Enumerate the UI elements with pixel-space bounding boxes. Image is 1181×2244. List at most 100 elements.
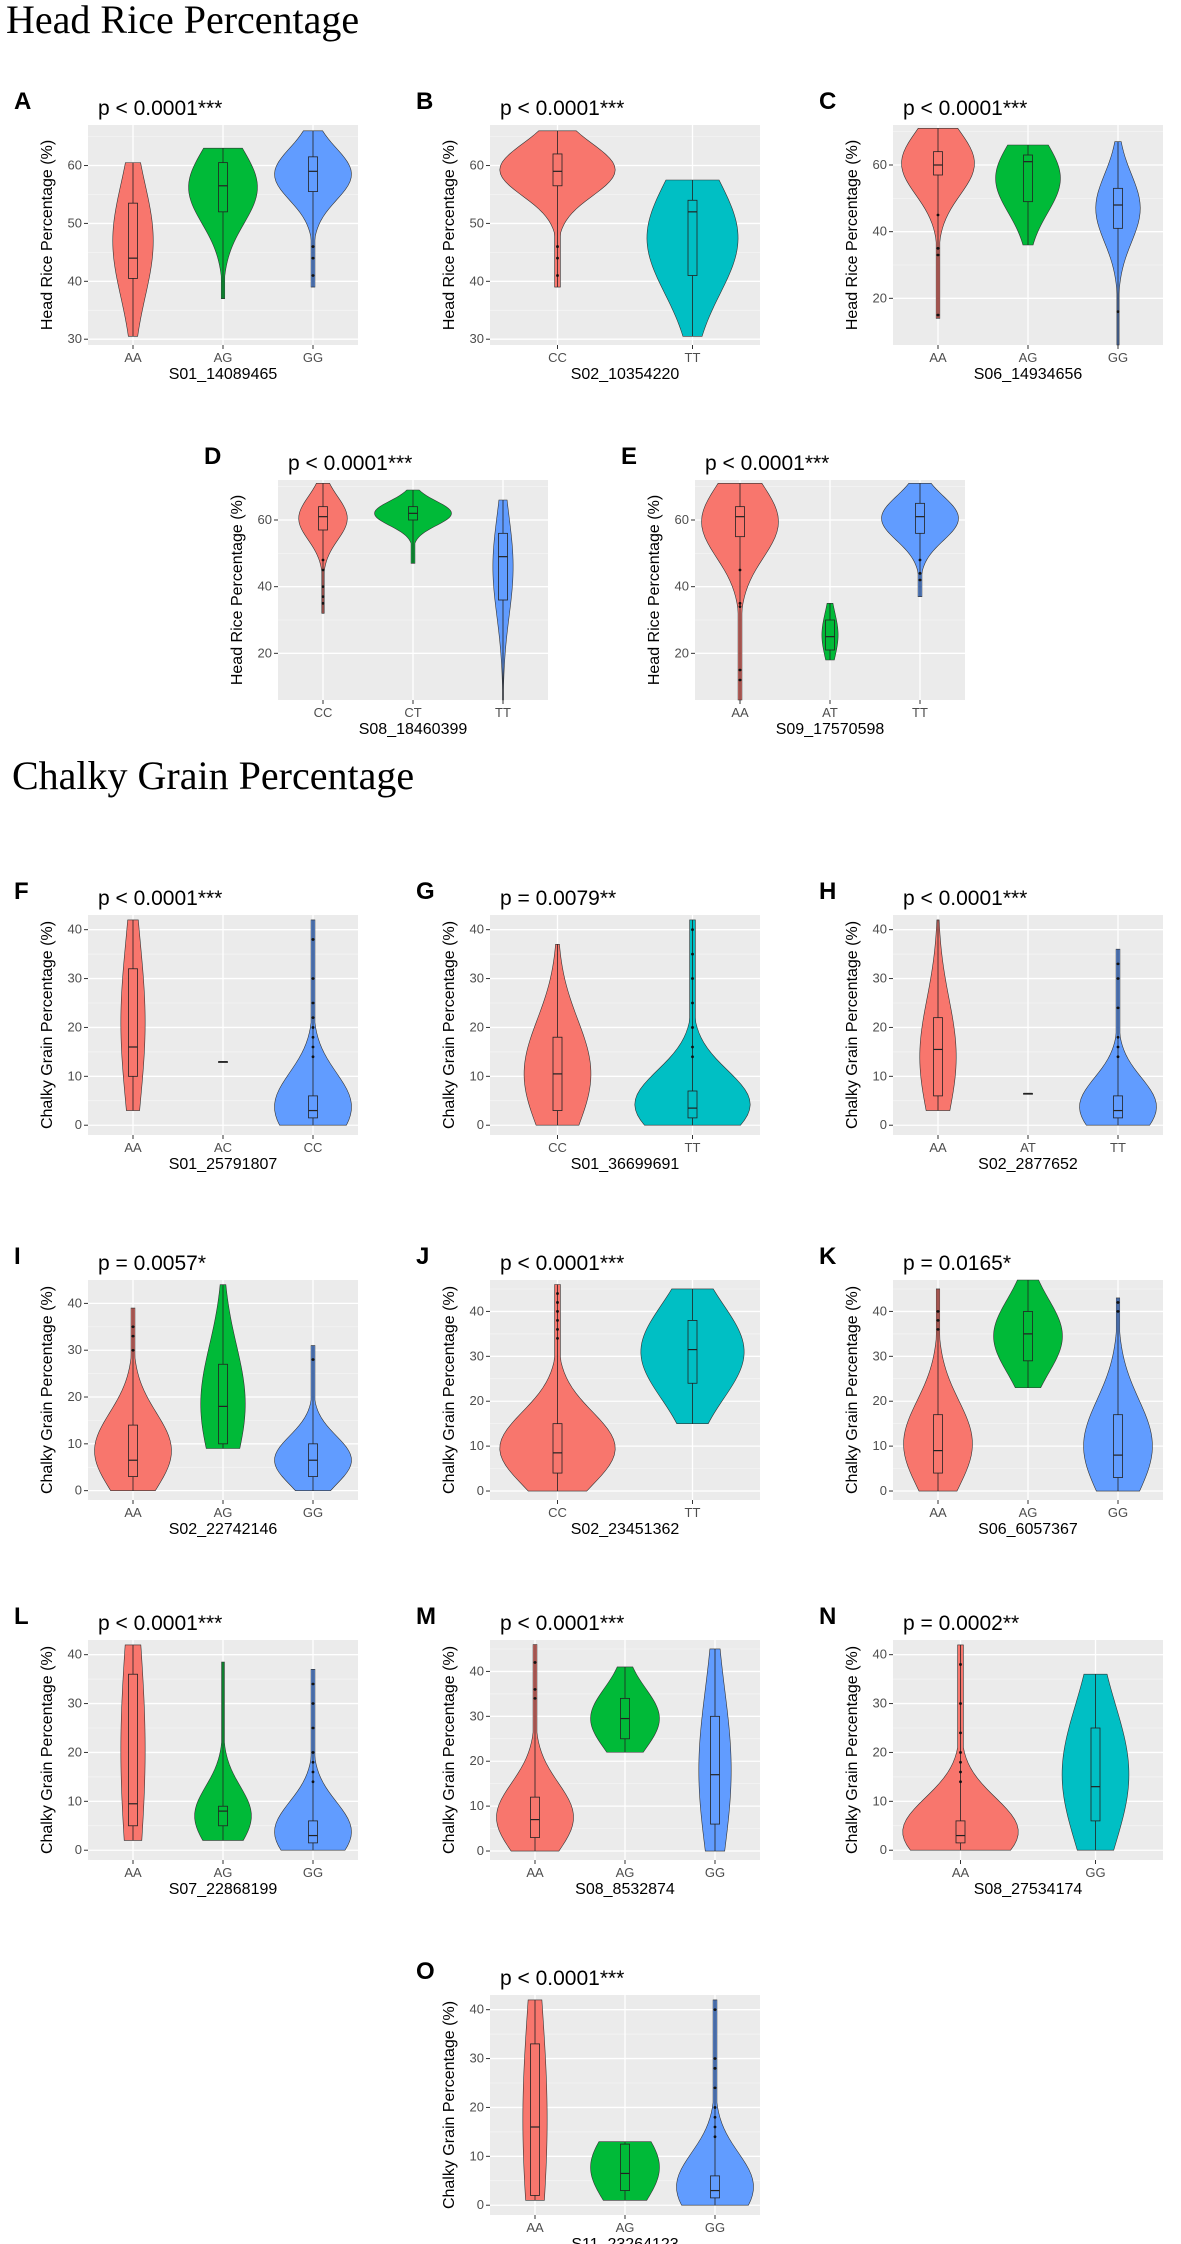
y-tick-label: 0 — [477, 1117, 484, 1132]
x-tick-label: CC — [548, 350, 567, 365]
outlier-point — [1116, 1301, 1120, 1304]
y-tick-label: 10 — [470, 1438, 484, 1453]
violin-ag[interactable] — [200, 1284, 246, 1449]
violin-aa[interactable] — [120, 1644, 146, 1841]
y-tick-label: 40 — [68, 1647, 82, 1662]
box-ag — [218, 162, 228, 213]
x-tick-label: AA — [124, 1505, 142, 1520]
y-axis-title: Chalky Grain Percentage (%) — [39, 921, 56, 1129]
outlier-point — [959, 1751, 962, 1754]
outlier-point — [1116, 1045, 1120, 1049]
outlier-point — [311, 1001, 315, 1005]
y-tick-label: 20 — [68, 1389, 82, 1404]
y-tick-label: 10 — [470, 1068, 484, 1083]
x-tick-label: GG — [1108, 350, 1128, 365]
panel-letter: A — [14, 88, 31, 115]
outlier-point — [691, 1026, 694, 1029]
x-tick-label: AC — [214, 1140, 232, 1155]
box-gg — [1113, 1414, 1123, 1478]
outlier-point — [936, 213, 940, 217]
x-axis-title: S01_36699691 — [571, 1156, 680, 1173]
panel-letter: L — [14, 1603, 29, 1630]
violin-ag[interactable] — [995, 144, 1061, 246]
y-tick-label: 40 — [68, 922, 82, 937]
outlier-point — [959, 1702, 962, 1705]
outlier-point — [556, 256, 559, 260]
x-tick-label: AA — [929, 350, 947, 365]
violin-aa[interactable] — [120, 919, 146, 1111]
y-tick-label: 40 — [470, 2002, 484, 2017]
outlier-point — [311, 256, 315, 260]
y-tick-label: 40 — [68, 1295, 82, 1310]
outlier-point — [1116, 1310, 1120, 1313]
y-tick-label: 0 — [75, 1117, 82, 1132]
violin-aa[interactable] — [112, 162, 154, 337]
y-tick-label: 20 — [258, 645, 272, 660]
outlier-point — [738, 568, 742, 572]
x-tick-label: GG — [303, 350, 323, 365]
box-cc — [308, 1095, 318, 1119]
outlier-point — [713, 2106, 717, 2109]
x-axis-title: S02_10354220 — [571, 366, 680, 383]
x-tick-label: CC — [548, 1505, 567, 1520]
violin-ag[interactable] — [590, 2141, 660, 2201]
chart-panel-e: 20 40 60 AA AT TT S09_17570598 Head Rice Percen… — [621, 443, 965, 738]
y-tick-label: 10 — [68, 1793, 82, 1808]
outlier-point — [311, 274, 315, 277]
y-tick-label: 30 — [68, 1342, 82, 1357]
y-tick-label: 30 — [470, 2051, 484, 2066]
outlier-point — [311, 1770, 315, 1774]
x-tick-label: TT — [685, 1140, 701, 1155]
chart-panel-d: 20 40 60 CC CT TT S08_18460399 Head Rice Percen… — [204, 443, 548, 738]
outlier-point — [691, 1001, 694, 1005]
y-tick-label: 20 — [470, 1753, 484, 1768]
outlier-point — [959, 1731, 962, 1735]
x-tick-label: TT — [1110, 1140, 1126, 1155]
y-tick-label: 40 — [470, 1303, 484, 1318]
p-value-label: p < 0.0001*** — [903, 887, 1027, 910]
y-tick-label: 30 — [68, 331, 82, 346]
y-axis-title: Chalky Grain Percentage (%) — [441, 921, 458, 1129]
violin-ag[interactable] — [590, 1666, 660, 1753]
y-tick-label: 20 — [873, 290, 887, 305]
y-tick-label: 60 — [470, 158, 484, 173]
p-value-label: p < 0.0001*** — [98, 97, 222, 120]
y-tick-label: 10 — [68, 1436, 82, 1451]
y-tick-label: 30 — [470, 1348, 484, 1363]
violin-at[interactable] — [821, 603, 839, 661]
x-tick-label: GG — [705, 2220, 725, 2235]
y-axis-title: Head Rice Percentage (%) — [844, 140, 861, 330]
violin-tt[interactable] — [640, 1288, 745, 1424]
panel-letter: M — [416, 1603, 436, 1630]
x-axis-title: S02_22742146 — [169, 1521, 278, 1538]
chart-panel-l: 0 10 20 30 40 AA AG GG S07_22868199 Chalky Grain … — [14, 1603, 358, 1898]
panel-letter: E — [621, 443, 637, 470]
outlier-point — [311, 1358, 315, 1361]
x-tick-label: GG — [1085, 1865, 1105, 1880]
violin-aa[interactable] — [522, 1999, 548, 2201]
y-tick-label: 30 — [470, 1708, 484, 1723]
x-tick-label: AG — [1019, 350, 1038, 365]
x-tick-label: AG — [616, 2220, 635, 2235]
violin-gg[interactable] — [1061, 1673, 1130, 1851]
outlier-point — [311, 1016, 315, 1020]
outlier-point — [311, 938, 315, 941]
box-aa — [530, 1796, 540, 1838]
x-tick-label: AG — [214, 1505, 233, 1520]
outlier-point — [936, 1310, 940, 1313]
violin-gg[interactable] — [698, 1648, 732, 1852]
p-value-label: p = 0.0002** — [903, 1612, 1019, 1635]
outlier-point — [918, 578, 922, 582]
x-tick-label: TT — [685, 1505, 701, 1520]
outlier-point — [1116, 962, 1120, 966]
chart-panel-a: 30 40 50 60 AA AG GG S01_14089465 Head Rice Perc… — [14, 88, 358, 383]
violin-tt[interactable] — [646, 179, 739, 337]
box-tt — [687, 199, 698, 276]
chart-panel-c: 20 40 60 AA AG GG S06_14934656 Head Rice Percen… — [819, 88, 1163, 383]
box-gg — [1113, 187, 1123, 229]
x-tick-label: AA — [526, 1865, 544, 1880]
x-tick-label: CC — [304, 1140, 323, 1155]
y-tick-label: 0 — [75, 1483, 82, 1498]
box-ag — [1023, 1311, 1033, 1362]
x-tick-label: GG — [1108, 1505, 1128, 1520]
